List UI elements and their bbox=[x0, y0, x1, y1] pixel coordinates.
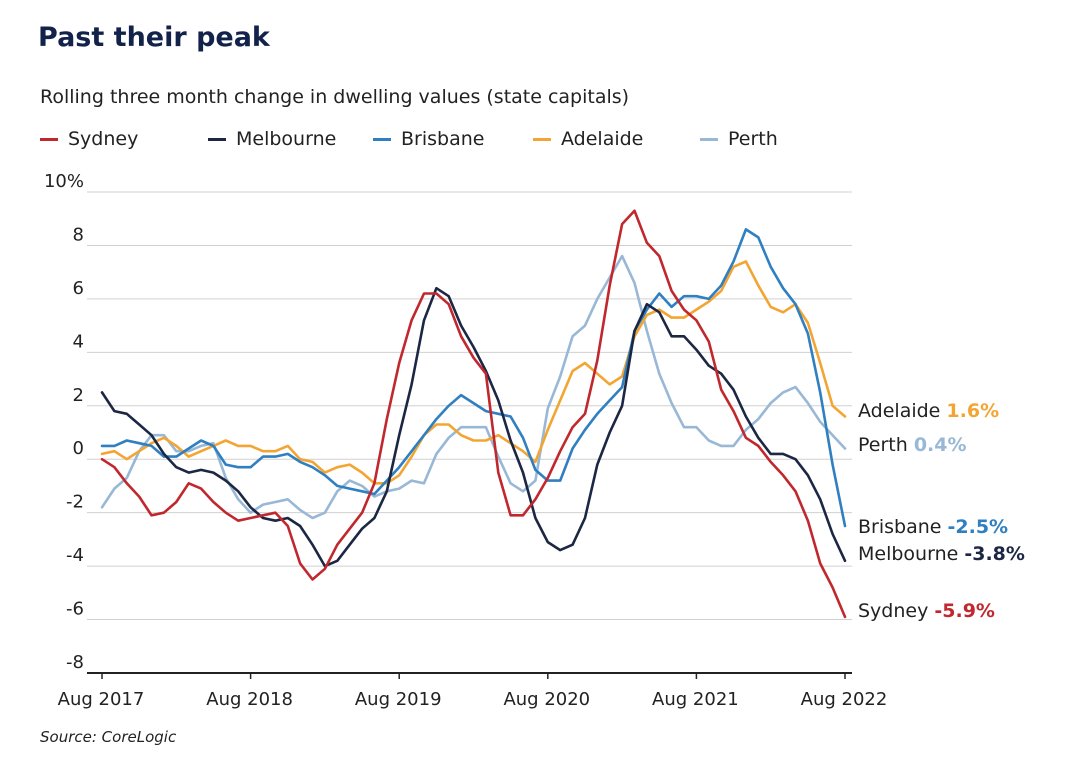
legend-item-melbourne: Melbourne bbox=[208, 128, 336, 150]
legend-swatch-perth bbox=[700, 137, 718, 141]
legend-item-perth: Perth bbox=[700, 128, 778, 150]
legend-swatch-brisbane bbox=[373, 137, 391, 141]
legend-item-sydney: Sydney bbox=[40, 128, 138, 150]
x-tick-label-aug-2019: Aug 2019 bbox=[355, 689, 442, 710]
end-label-sydney: Sydney -5.9% bbox=[858, 600, 995, 622]
end-label-name-adelaide: Adelaide bbox=[858, 400, 946, 422]
end-label-value-sydney: -5.9% bbox=[934, 600, 995, 622]
y-tick-label-6: 6 bbox=[73, 278, 84, 299]
series-line-brisbane bbox=[100, 228, 847, 528]
legend-label-perth: Perth bbox=[728, 128, 778, 150]
series-line-adelaide bbox=[100, 260, 847, 485]
y-tick-label-8: 8 bbox=[73, 224, 84, 245]
y-tick-label-10-: 10% bbox=[44, 171, 84, 192]
legend-swatch-sydney bbox=[40, 137, 58, 141]
chart-subtitle: Rolling three month change in dwelling v… bbox=[40, 86, 630, 108]
y-tick-label--4: -4 bbox=[66, 545, 84, 566]
legend-label-sydney: Sydney bbox=[68, 128, 139, 150]
source-note: Source: CoreLogic bbox=[40, 728, 177, 746]
end-label-melbourne: Melbourne -3.8% bbox=[858, 543, 1025, 565]
x-tick-label-aug-2017: Aug 2017 bbox=[58, 689, 145, 710]
y-tick-label--6: -6 bbox=[66, 599, 84, 620]
legend-swatch-melbourne bbox=[208, 137, 226, 141]
legend-item-adelaide: Adelaide bbox=[533, 128, 643, 150]
legend-item-brisbane: Brisbane bbox=[373, 128, 484, 150]
end-label-brisbane: Brisbane -2.5% bbox=[858, 516, 1008, 538]
series-line-sydney bbox=[100, 209, 847, 619]
end-label-adelaide: Adelaide 1.6% bbox=[858, 400, 999, 422]
x-tick-label-aug-2022: Aug 2022 bbox=[801, 689, 888, 710]
x-tick-label-aug-2020: Aug 2020 bbox=[503, 689, 590, 710]
end-label-name-perth: Perth bbox=[858, 434, 914, 456]
chart-title: Past their peak bbox=[38, 22, 270, 53]
chart-legend: Sydney Melbourne Brisbane Adelaide Perth bbox=[40, 128, 1040, 154]
legend-swatch-adelaide bbox=[533, 137, 551, 141]
x-tick-label-aug-2018: Aug 2018 bbox=[206, 689, 293, 710]
y-tick-label-4: 4 bbox=[73, 331, 84, 352]
end-label-name-brisbane: Brisbane bbox=[858, 516, 948, 538]
end-label-perth: Perth 0.4% bbox=[858, 434, 967, 456]
end-label-name-melbourne: Melbourne bbox=[858, 543, 964, 565]
end-label-value-adelaide: 1.6% bbox=[946, 400, 999, 422]
series-line-perth bbox=[100, 254, 847, 520]
x-tick-label-aug-2021: Aug 2021 bbox=[652, 689, 739, 710]
end-label-value-brisbane: -2.5% bbox=[948, 516, 1009, 538]
y-tick-label--2: -2 bbox=[66, 492, 84, 513]
legend-label-adelaide: Adelaide bbox=[561, 128, 644, 150]
y-tick-label-2: 2 bbox=[73, 385, 84, 406]
y-tick-label-0: 0 bbox=[73, 438, 84, 459]
legend-label-melbourne: Melbourne bbox=[236, 128, 337, 150]
y-tick-label--8: -8 bbox=[66, 652, 84, 673]
legend-label-brisbane: Brisbane bbox=[401, 128, 485, 150]
end-label-name-sydney: Sydney bbox=[858, 600, 934, 622]
series-line-melbourne bbox=[100, 286, 847, 568]
end-label-value-melbourne: -3.8% bbox=[964, 543, 1025, 565]
end-label-value-perth: 0.4% bbox=[914, 434, 967, 456]
